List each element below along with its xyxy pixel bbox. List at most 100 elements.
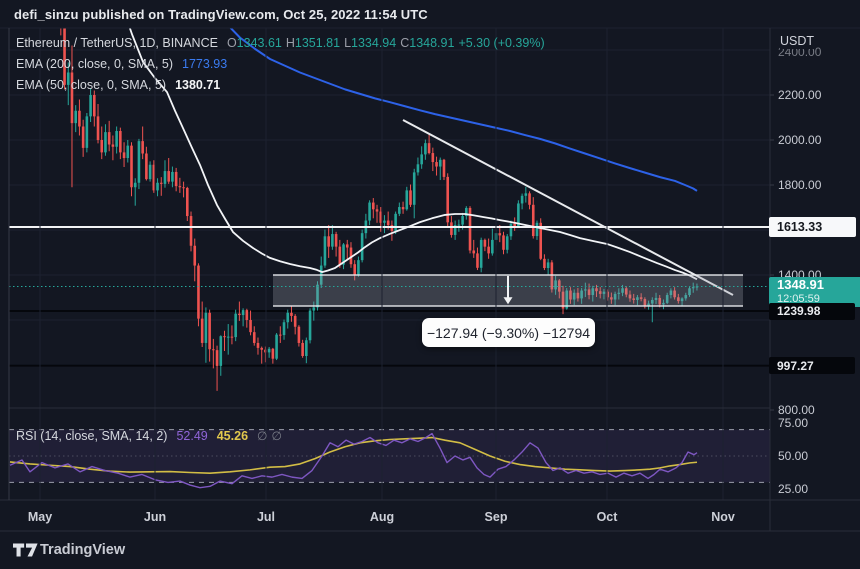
candle-body (691, 287, 695, 289)
candle-body (301, 342, 304, 356)
time-tick-label: Jul (256, 510, 276, 524)
candle-body (580, 290, 583, 299)
ema200-line (229, 28, 698, 192)
rsi-tick-label: 25.00 (778, 482, 809, 496)
rsi-label[interactable]: RSI (14, close, SMA, 14, 2) (16, 429, 168, 443)
candle-body (680, 298, 684, 302)
candle-body (665, 295, 669, 303)
candle-body (375, 209, 379, 212)
candle-body (96, 116, 100, 140)
candle-body (349, 247, 353, 265)
ema50-line (128, 28, 698, 281)
rsi-value: 52.49 (176, 429, 208, 443)
candle-body (100, 139, 104, 153)
ema200-legend-row[interactable]: EMA (200, close, 0, SMA, 5) 1773.93 (16, 57, 227, 71)
rsi-line (9, 432, 698, 489)
candle-body (238, 313, 241, 316)
candle-body (271, 348, 275, 359)
black-line-label-1239: 1239.98 (769, 302, 855, 320)
candle-body (163, 171, 167, 184)
candle-body (156, 182, 159, 191)
candle-body (606, 291, 609, 298)
footer-brand-text[interactable]: TradingView (40, 542, 126, 558)
candle-body (602, 291, 606, 294)
candle-body (204, 312, 208, 343)
candle-body (178, 186, 182, 188)
ohlc-low-letter: L (344, 36, 352, 50)
candle-body (122, 152, 126, 158)
candle-body (152, 164, 156, 191)
candle-body (145, 153, 148, 180)
candle-body (174, 171, 178, 187)
candle-body (658, 297, 662, 305)
candle-body (517, 203, 520, 227)
candle-body (323, 236, 327, 266)
candle-body (215, 350, 219, 366)
symbol-title[interactable]: Ethereum / TetherUS, 1D, BINANCE (16, 36, 218, 50)
candle-body (688, 288, 691, 296)
down-arrow-head (503, 297, 513, 305)
rsi-empty-1: ∅ (257, 429, 268, 443)
candle-body (267, 348, 271, 353)
candle-body (308, 310, 312, 341)
candle-body (357, 260, 360, 275)
candle-body (550, 262, 554, 290)
candle-body (372, 202, 375, 210)
candle-body (107, 132, 111, 145)
candle-body (509, 223, 513, 237)
candle-body (468, 207, 472, 251)
candle-body (617, 292, 621, 294)
candle-body (479, 239, 483, 268)
time-tick-label: Sep (484, 510, 508, 524)
candle-body (182, 187, 185, 189)
candle-body (305, 340, 308, 356)
rsi-legend-row[interactable]: RSI (14, close, SMA, 14, 2) 52.49 45.26 ∅ ∅ (16, 429, 282, 443)
ema200-value: 1773.93 (182, 57, 228, 71)
candle-body (226, 336, 230, 338)
candle-body (342, 244, 345, 265)
candle-body (524, 193, 528, 196)
candle-body (546, 262, 550, 269)
candle-body (167, 171, 170, 182)
candle-body (401, 207, 405, 210)
candle-body (293, 315, 297, 327)
candle-body (379, 211, 383, 223)
candle-body (576, 292, 580, 299)
candle-body (282, 322, 286, 336)
price-tick-label: 1800.00 (778, 177, 822, 192)
candle-body (286, 312, 290, 323)
candle-body (148, 164, 152, 180)
candle-body (104, 132, 107, 153)
candle-body (316, 284, 319, 308)
ema50-legend-row[interactable]: EMA (50, close, 0, SMA, 5) 1380.71 (16, 78, 220, 92)
candle-body (230, 336, 234, 338)
candle-body (465, 207, 468, 217)
symbol-legend-row[interactable]: Ethereum / TetherUS, 1D, BINANCE O1343.61… (16, 36, 545, 50)
candle-body (610, 297, 613, 300)
time-tick-label: Nov (711, 510, 735, 524)
candle-body (197, 265, 200, 319)
candle-body (595, 288, 598, 292)
candle-body (70, 72, 74, 124)
candle-body (208, 312, 211, 350)
measure-tooltip-text: −127.94 (−9.30%) −12794 (426, 324, 591, 341)
candle-body (531, 204, 535, 237)
candle-body (446, 176, 449, 223)
candle-body (405, 190, 409, 210)
bar-countdown: 12:05:59 (777, 293, 820, 306)
ema200-label[interactable]: EMA (200, close, 0, SMA, 5) (16, 57, 174, 71)
ema50-label[interactable]: EMA (50, close, 0, SMA, 5) (16, 78, 167, 92)
candle-body (63, 28, 66, 85)
black-line-label-997: 997.27 (769, 357, 855, 375)
time-tick-label: Jun (143, 510, 167, 524)
candle-body (334, 234, 338, 247)
candle-body (673, 290, 676, 298)
tradingview-logo-icon[interactable] (13, 543, 39, 557)
candle-body (647, 303, 650, 306)
price-pane (9, 28, 770, 391)
candle-body (394, 213, 397, 231)
candle-body (119, 130, 122, 153)
candle-body (695, 286, 699, 288)
candle-body (565, 290, 569, 309)
